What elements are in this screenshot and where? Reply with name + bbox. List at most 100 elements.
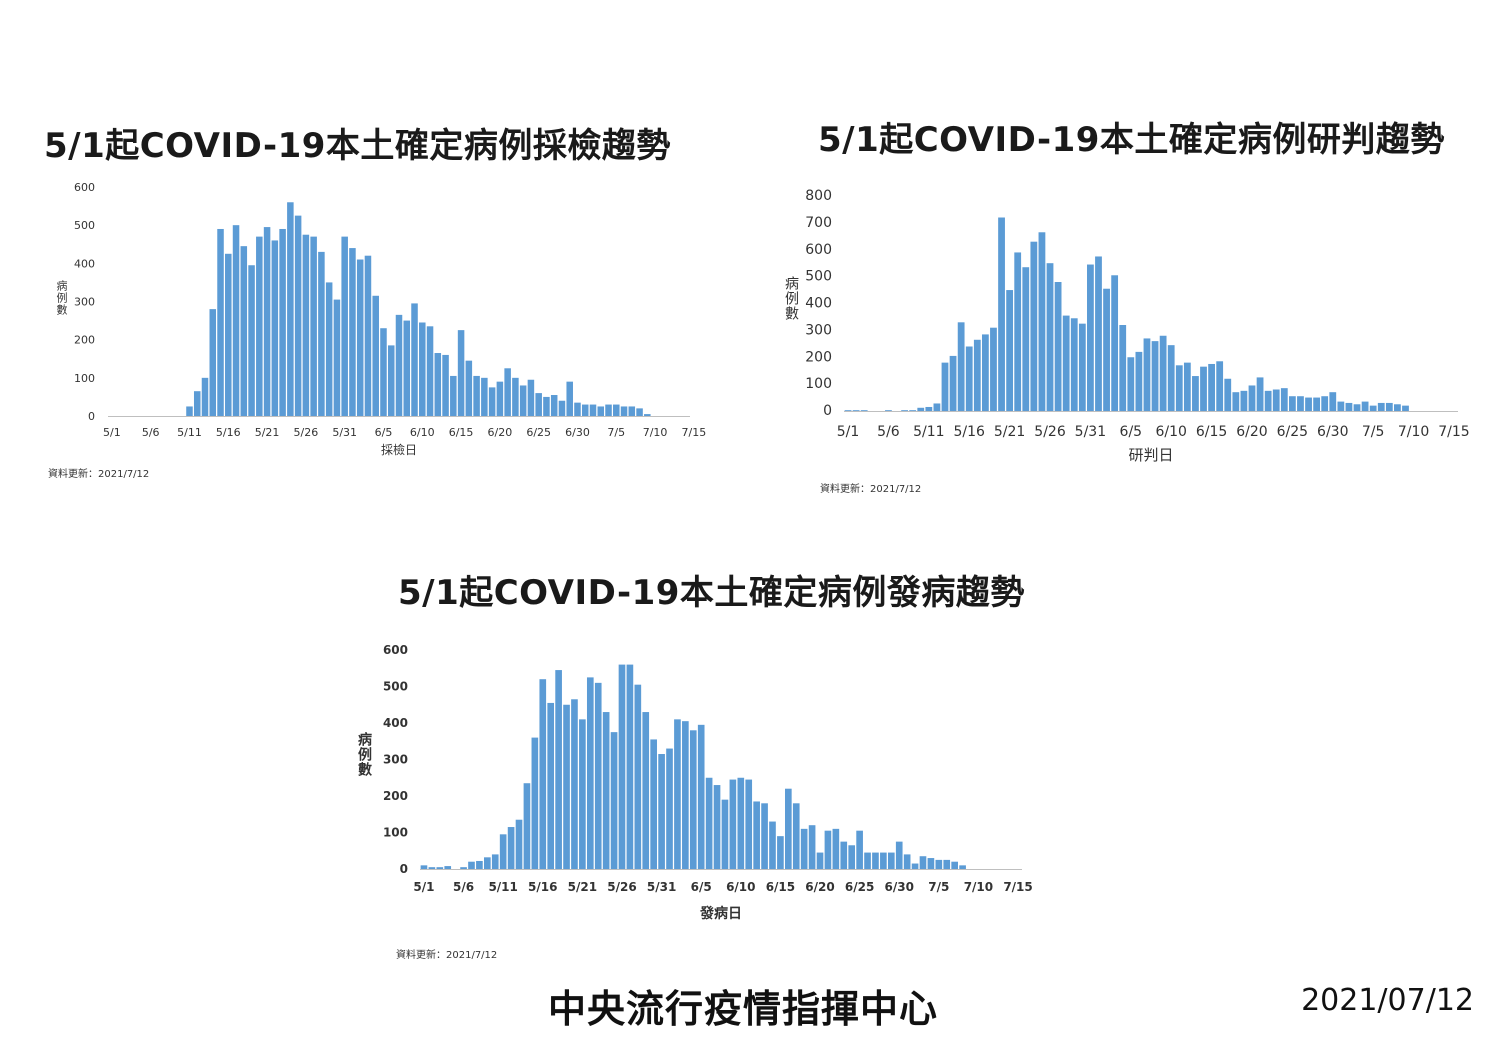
bar bbox=[294, 215, 302, 417]
bar bbox=[634, 684, 642, 869]
bar bbox=[349, 248, 356, 416]
bar bbox=[1385, 402, 1393, 411]
bar bbox=[872, 852, 879, 869]
x-tick-label: 7/10 bbox=[1398, 424, 1429, 440]
bar bbox=[785, 788, 792, 869]
bar bbox=[372, 295, 379, 416]
bar bbox=[626, 664, 634, 869]
bar bbox=[574, 402, 581, 416]
bar bbox=[1288, 396, 1296, 411]
bar bbox=[769, 821, 776, 869]
chart-diagnosis: 0 100 200 300 400 500 600 700 800 5/1 5/6 5/11 5/16 5… bbox=[778, 182, 1488, 477]
bar bbox=[240, 246, 248, 416]
bar bbox=[689, 730, 697, 869]
bar bbox=[468, 861, 475, 869]
bar bbox=[880, 852, 887, 869]
bar bbox=[605, 404, 612, 416]
bar bbox=[745, 779, 753, 869]
bar bbox=[973, 339, 981, 411]
bar bbox=[1119, 325, 1127, 411]
x-axis-label: 採檢日 bbox=[381, 442, 417, 457]
x-tick-label: 6/20 bbox=[488, 426, 513, 439]
bar bbox=[949, 355, 957, 411]
bar bbox=[473, 375, 480, 416]
y-axis-label: 病例數 bbox=[785, 277, 799, 323]
x-tick-label: 5/21 bbox=[994, 424, 1025, 440]
bar bbox=[217, 228, 224, 416]
bar bbox=[1175, 365, 1183, 411]
bar-chart-diagnosis: 0 100 200 300 400 500 600 700 800 5/1 5/6 5/11 5/16 5… bbox=[785, 188, 1470, 464]
y-axis-label: 病例數 bbox=[358, 732, 372, 779]
bar bbox=[903, 854, 911, 869]
y-tick-label: 0 bbox=[823, 403, 832, 419]
bar bbox=[543, 396, 550, 416]
x-tick-label: 6/30 bbox=[1317, 424, 1348, 440]
y-tick-label: 100 bbox=[74, 372, 95, 385]
x-tick-label: 5/11 bbox=[488, 880, 517, 894]
bar bbox=[1208, 363, 1215, 411]
y-tick-label: 600 bbox=[74, 181, 95, 194]
bar bbox=[901, 410, 908, 411]
bar bbox=[1006, 290, 1014, 411]
bar bbox=[1046, 263, 1054, 411]
bar bbox=[1192, 376, 1199, 411]
bar bbox=[1297, 396, 1304, 411]
y-tick-label: 300 bbox=[383, 753, 408, 767]
bar-chart-onset: 0 100 200 300 400 500 600 5/1 5/6 5/11 5/16 5/21 5/2… bbox=[358, 643, 1033, 922]
bar bbox=[911, 863, 919, 869]
bar bbox=[1014, 252, 1022, 411]
bar bbox=[507, 827, 515, 869]
bar bbox=[943, 859, 951, 870]
bar bbox=[395, 314, 403, 416]
x-tick-label: 6/15 bbox=[1196, 424, 1227, 440]
bar bbox=[1369, 405, 1377, 412]
bar bbox=[925, 406, 933, 411]
bar bbox=[248, 265, 255, 416]
bar bbox=[840, 841, 848, 870]
bar bbox=[1353, 404, 1361, 411]
bar bbox=[523, 783, 531, 869]
bar bbox=[602, 712, 610, 869]
x-tick-label: 5/26 bbox=[1034, 424, 1066, 440]
bar bbox=[1038, 232, 1046, 411]
bar bbox=[1377, 402, 1385, 411]
x-tick-label: 5/16 bbox=[953, 424, 985, 440]
bar bbox=[642, 712, 650, 869]
bar bbox=[1224, 378, 1232, 411]
bar bbox=[1078, 323, 1086, 411]
bar bbox=[721, 799, 729, 869]
bar bbox=[816, 852, 824, 869]
bar bbox=[1200, 366, 1207, 411]
bar bbox=[800, 828, 808, 869]
x-tick-label: 6/10 bbox=[726, 880, 755, 894]
bar bbox=[1143, 338, 1151, 411]
bar bbox=[856, 830, 863, 869]
bar bbox=[1030, 241, 1038, 411]
bar bbox=[919, 856, 927, 869]
bar bbox=[186, 406, 193, 416]
bar bbox=[644, 414, 651, 416]
x-tick-label: 6/5 bbox=[375, 426, 393, 439]
bar bbox=[209, 309, 217, 416]
data-update-note: 資料更新：2021/7/12 bbox=[396, 950, 498, 961]
x-tick-label: 5/26 bbox=[294, 426, 319, 439]
x-tick-label: 6/20 bbox=[1236, 424, 1267, 440]
x-tick-label: 6/5 bbox=[691, 880, 712, 894]
bar bbox=[777, 836, 784, 869]
bar bbox=[444, 866, 452, 869]
bar bbox=[909, 410, 917, 411]
bar bbox=[364, 255, 372, 416]
bar bbox=[325, 282, 333, 416]
x-axis-label: 發病日 bbox=[699, 905, 742, 922]
bar bbox=[1022, 267, 1030, 411]
bar bbox=[1248, 385, 1256, 411]
bar bbox=[1167, 345, 1175, 411]
x-axis-label: 研判日 bbox=[1128, 446, 1173, 464]
y-tick-label: 300 bbox=[805, 322, 832, 338]
bar bbox=[1345, 402, 1353, 411]
bar bbox=[555, 670, 562, 869]
bar bbox=[1151, 341, 1159, 412]
x-tick-label: 6/25 bbox=[1277, 424, 1308, 440]
x-tick-label: 5/26 bbox=[607, 880, 636, 894]
bar bbox=[824, 830, 832, 869]
